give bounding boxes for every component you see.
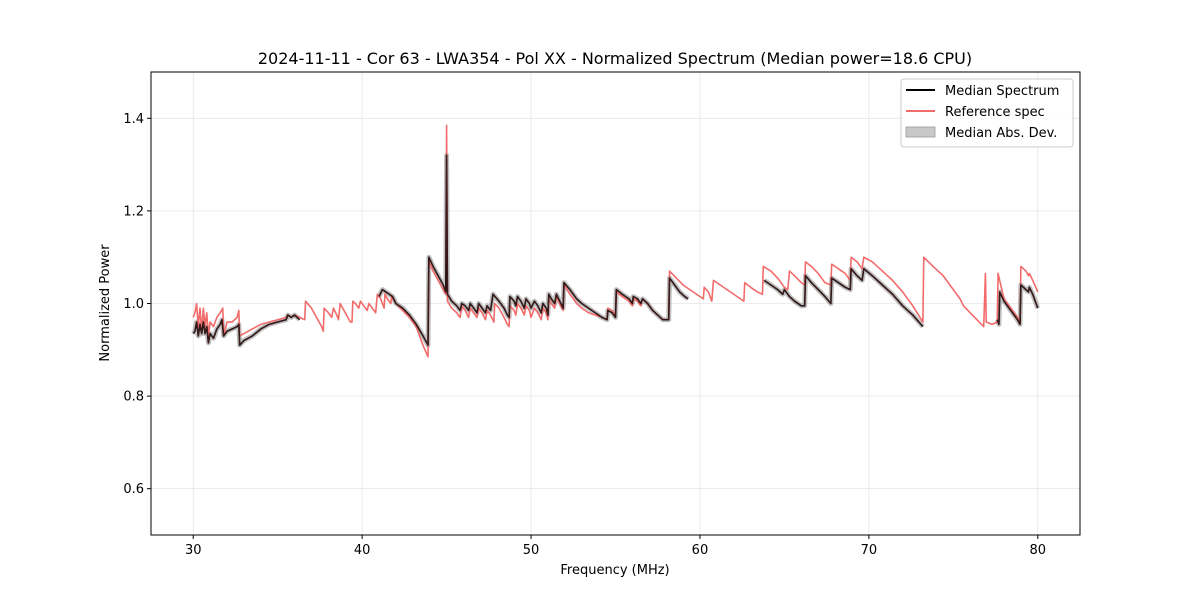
x-tick-label: 30 bbox=[185, 543, 202, 558]
median-spectrum-line bbox=[192, 314, 301, 346]
x-tick-label: 70 bbox=[861, 543, 878, 558]
chart-title: 2024-11-11 - Cor 63 - LWA354 - Pol XX - … bbox=[258, 49, 972, 68]
median-reference-overlap bbox=[763, 268, 924, 328]
y-tick-label: 1.4 bbox=[123, 112, 144, 127]
x-axis-ticks: 30 40 50 60 70 80 bbox=[185, 535, 1046, 558]
legend: Median Spectrum Reference spec Median Ab… bbox=[900, 78, 1074, 148]
legend-reference-label: Reference spec bbox=[945, 105, 1045, 120]
y-tick-label: 0.8 bbox=[123, 390, 144, 405]
x-tick-label: 50 bbox=[523, 543, 540, 558]
median-spectrum-line bbox=[378, 154, 689, 346]
median-spectrum-line bbox=[996, 284, 1039, 326]
series-lines bbox=[192, 124, 1039, 358]
legend-mad-swatch bbox=[905, 126, 936, 138]
y-tick-label: 1.0 bbox=[123, 297, 144, 312]
median-reference-overlap bbox=[192, 314, 301, 346]
median-reference-overlap bbox=[996, 284, 1039, 325]
legend-box bbox=[900, 78, 1074, 148]
legend-median-label: Median Spectrum bbox=[945, 84, 1059, 99]
median-reference-overlap bbox=[378, 154, 689, 346]
y-axis-label: Normalized Power bbox=[98, 244, 113, 362]
median-spectrum-line bbox=[763, 267, 924, 328]
x-tick-label: 60 bbox=[692, 543, 709, 558]
y-axis-ticks: 0.6 0.8 1.0 1.2 1.4 bbox=[123, 112, 151, 497]
x-tick-label: 80 bbox=[1029, 543, 1046, 558]
y-tick-label: 0.6 bbox=[123, 482, 144, 497]
y-tick-label: 1.2 bbox=[123, 204, 144, 219]
reference-spec-line bbox=[192, 124, 1039, 358]
x-axis-label: Frequency (MHz) bbox=[560, 563, 669, 578]
legend-mad-label: Median Abs. Dev. bbox=[945, 126, 1057, 141]
x-tick-label: 40 bbox=[354, 543, 371, 558]
